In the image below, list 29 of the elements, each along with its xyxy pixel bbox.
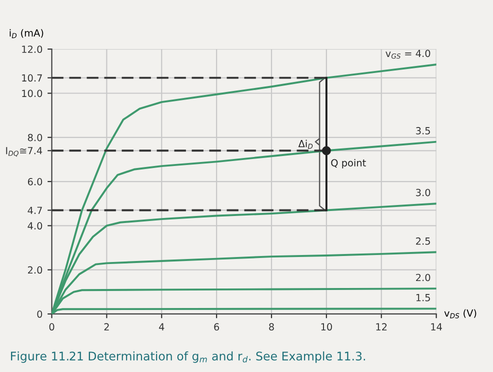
annotation: Q point (331, 158, 366, 168)
series-label: 3.5 (416, 127, 430, 134)
y-tick-label: 0 (37, 310, 42, 318)
series-label: 2.5 (416, 237, 430, 245)
caption: Figure 11.21 Determination of g$_{m}$ and r$_{d}$. See Example 11.3. (11, 351, 366, 363)
x-tick-label: 8 (269, 323, 274, 331)
series-label: 3.0 (416, 188, 430, 196)
y-tick-label: I$_{DQ}$≅7.4 (6, 147, 42, 157)
y-tick-label: 8.0 (28, 134, 42, 142)
x-tick-label: 4 (159, 323, 164, 330)
y-axis-title: i$_{D}$ (mA) (10, 29, 44, 38)
y-tick-label: 12.0 (22, 46, 42, 53)
x-tick-label: 2 (104, 323, 109, 330)
y-tick-label: 4.0 (28, 222, 42, 230)
y-tick-label: 10.7 (22, 74, 42, 82)
y-tick-label: 6.0 (28, 178, 42, 186)
series-label: 1.5 (416, 294, 430, 302)
x-tick-label: 10 (321, 323, 332, 331)
y-tick-label: 2.0 (28, 266, 42, 274)
x-tick-label: 12 (376, 323, 387, 330)
series-label: 2.0 (416, 274, 430, 282)
annotation: Δi$_{D}$ (298, 140, 313, 149)
series-label: v$_{GS}$ = 4.0 (386, 50, 430, 59)
x-tick-label: 14 (431, 323, 442, 330)
x-axis-title: v$_{DS}$ (V) (444, 309, 476, 318)
x-tick-label: 0 (49, 323, 54, 331)
x-tick-label: 6 (214, 323, 220, 331)
y-tick-label: 10.0 (22, 90, 42, 98)
y-tick-label: 4.7 (28, 206, 42, 214)
